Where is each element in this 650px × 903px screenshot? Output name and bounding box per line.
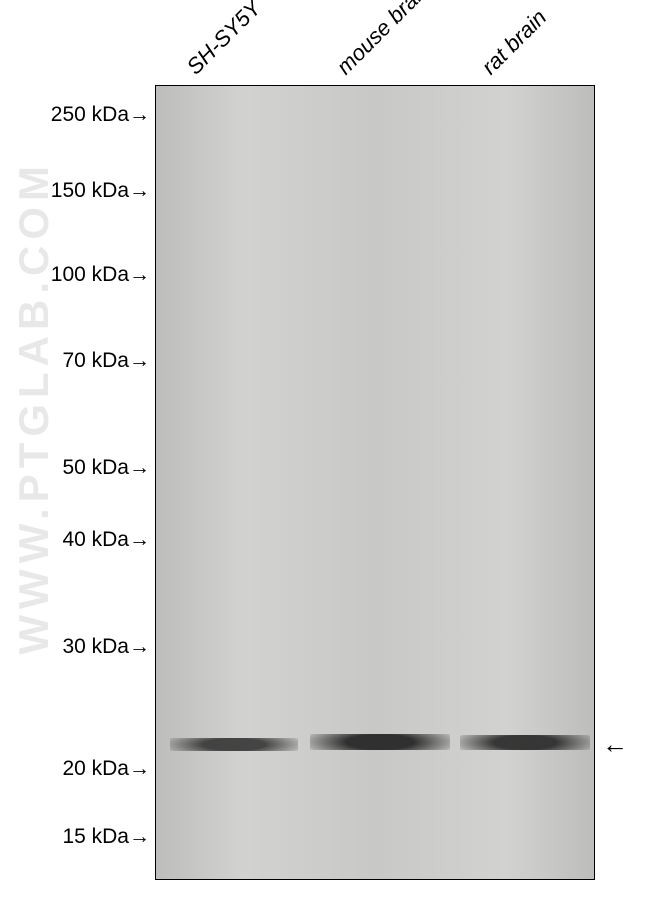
mw-value: 100 kDa bbox=[51, 263, 129, 286]
arrow-right-icon: → bbox=[129, 528, 150, 552]
arrow-right-icon: → bbox=[129, 103, 150, 127]
arrow-right-icon: → bbox=[129, 456, 150, 480]
arrow-right-icon: → bbox=[129, 179, 150, 203]
mw-marker-label: 70 kDa→ bbox=[0, 349, 150, 373]
protein-band bbox=[310, 734, 450, 750]
arrow-right-icon: → bbox=[129, 349, 150, 373]
blot-membrane bbox=[155, 85, 595, 880]
arrow-right-icon: → bbox=[129, 825, 150, 849]
blot-figure: SH-SY5Ymouse brainrat brain 250 kDa→150 … bbox=[0, 0, 650, 903]
watermark-text: WWW.PTGLAB.COM bbox=[10, 160, 58, 655]
mw-value: 40 kDa bbox=[62, 528, 129, 551]
lane-label: rat brain bbox=[477, 5, 552, 80]
mw-marker-label: 50 kDa→ bbox=[0, 456, 150, 480]
mw-marker-label: 20 kDa→ bbox=[0, 757, 150, 781]
protein-band bbox=[460, 735, 590, 750]
mw-marker-label: 150 kDa→ bbox=[0, 179, 150, 203]
arrow-right-icon: → bbox=[129, 635, 150, 659]
arrow-right-icon: → bbox=[129, 263, 150, 287]
mw-marker-label: 15 kDa→ bbox=[0, 825, 150, 849]
target-band-arrow: ← bbox=[602, 729, 628, 760]
lane-label: SH-SY5Y bbox=[182, 0, 267, 80]
mw-value: 150 kDa bbox=[51, 179, 129, 202]
mw-value: 30 kDa bbox=[62, 635, 129, 658]
mw-value: 250 kDa bbox=[51, 103, 129, 126]
mw-marker-label: 100 kDa→ bbox=[0, 263, 150, 287]
mw-value: 15 kDa bbox=[62, 825, 129, 848]
mw-value: 50 kDa bbox=[62, 456, 129, 479]
arrow-right-icon: → bbox=[129, 757, 150, 781]
protein-band bbox=[170, 738, 298, 751]
mw-value: 20 kDa bbox=[62, 757, 129, 780]
mw-marker-label: 30 kDa→ bbox=[0, 635, 150, 659]
mw-marker-label: 40 kDa→ bbox=[0, 528, 150, 552]
mw-marker-label: 250 kDa→ bbox=[0, 103, 150, 127]
mw-value: 70 kDa bbox=[62, 349, 129, 372]
lane-label: mouse brain bbox=[332, 0, 436, 80]
